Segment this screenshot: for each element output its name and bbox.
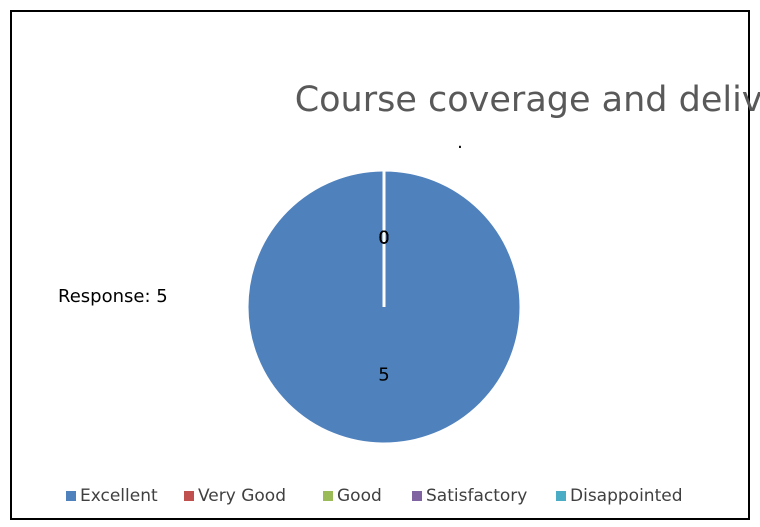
annotation: Response: 5 (58, 286, 168, 307)
legend-swatch (412, 491, 422, 501)
legend-label: Very Good (198, 486, 286, 506)
data-label: 0 (378, 228, 389, 249)
data-label: 0 (378, 228, 389, 249)
chart-subtitle: . (457, 132, 463, 153)
legend-swatch (556, 491, 566, 501)
data-label: 5 (378, 365, 389, 386)
legend-label: Good (337, 486, 382, 506)
legend-swatch (184, 491, 194, 501)
legend-label: Disappointed (570, 486, 682, 506)
legend-label: Satisfactory (426, 486, 527, 506)
legend-label: Excellent (80, 486, 158, 506)
legend-swatch (323, 491, 333, 501)
legend-swatch (66, 491, 76, 501)
data-label: 0 (378, 228, 389, 249)
data-label: 0 (378, 228, 389, 249)
chart-title: Course coverage and delivery. (295, 80, 760, 120)
